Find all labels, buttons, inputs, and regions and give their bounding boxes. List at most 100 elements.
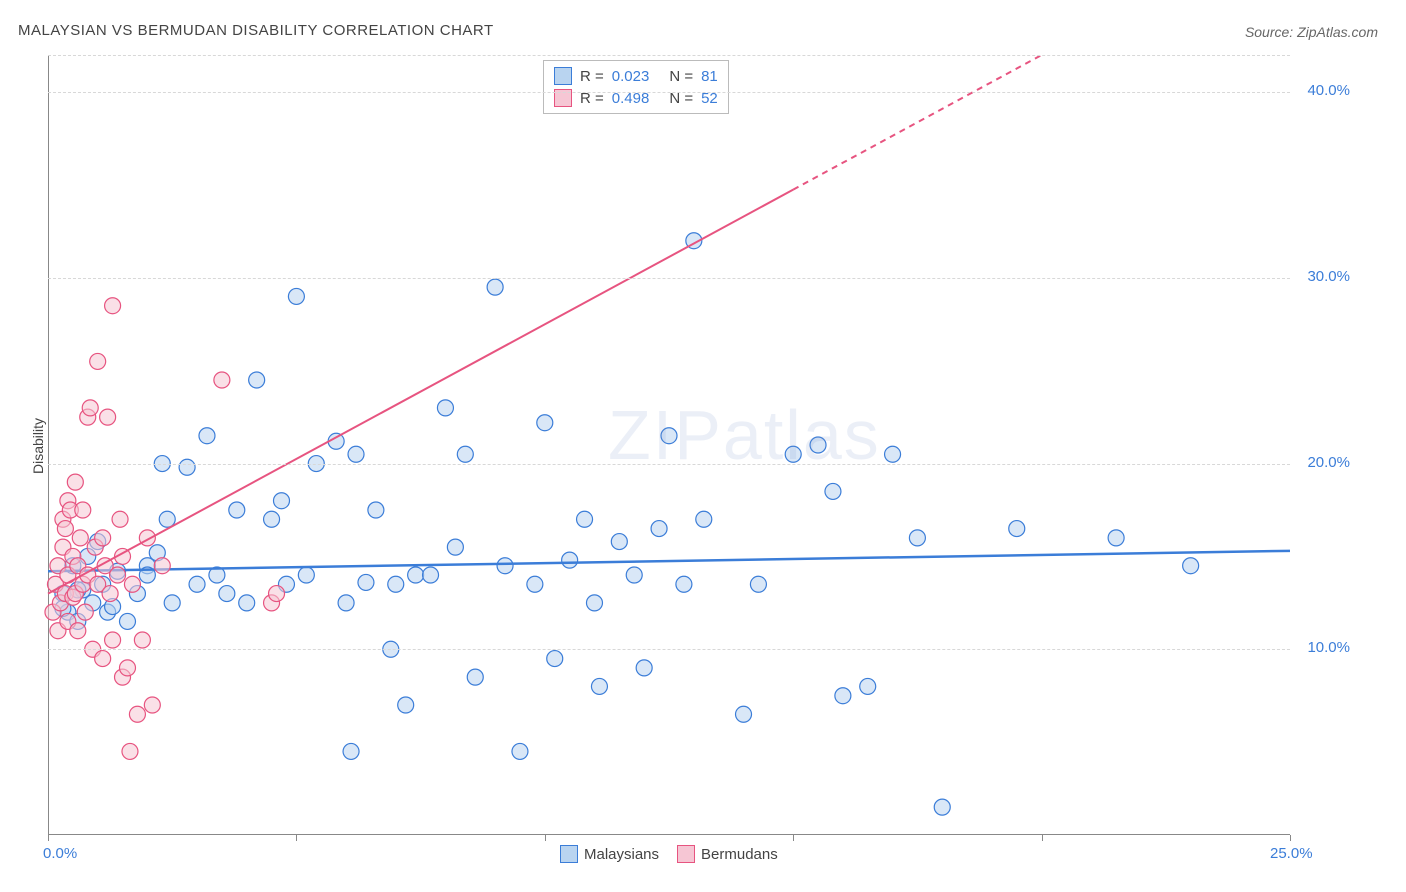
x-tick <box>48 835 49 841</box>
scatter-point <box>229 502 245 518</box>
scatter-point <box>164 595 180 611</box>
trend-line <box>48 190 793 594</box>
plot-area: ZIPatlas R =0.023N =81R =0.498N =52 10.0… <box>48 55 1290 835</box>
scatter-point <box>885 446 901 462</box>
bottom-legend-item: Bermudans <box>677 845 778 863</box>
scatter-point <box>199 428 215 444</box>
trend-line <box>48 551 1290 571</box>
scatter-point <box>57 521 73 537</box>
scatter-point <box>249 372 265 388</box>
scatter-point <box>110 567 126 583</box>
scatter-point <box>1108 530 1124 546</box>
scatter-point <box>105 632 121 648</box>
x-tick <box>1290 835 1291 841</box>
scatter-point <box>179 459 195 475</box>
stats-legend-box: R = 0.023 N = 81 R =0.498N =52 <box>543 60 729 114</box>
scatter-point <box>750 576 766 592</box>
scatter-point <box>785 446 801 462</box>
stats-legend-row: R =0.498N =52 <box>554 87 718 109</box>
scatter-point <box>696 511 712 527</box>
scatter-point <box>909 530 925 546</box>
scatter-point <box>810 437 826 453</box>
scatter-point <box>825 483 841 499</box>
scatter-point <box>398 697 414 713</box>
scatter-point <box>736 706 752 722</box>
x-tick <box>1042 835 1043 841</box>
scatter-point <box>467 669 483 685</box>
y-tick-label: 10.0% <box>1307 639 1350 656</box>
grid-line <box>48 278 1290 279</box>
scatter-point <box>75 502 91 518</box>
chart-container: MALAYSIAN VS BERMUDAN DISABILITY CORRELA… <box>0 0 1406 892</box>
scatter-point <box>626 567 642 583</box>
scatter-point <box>457 446 473 462</box>
scatter-point <box>487 279 503 295</box>
scatter-point <box>611 534 627 550</box>
legend-r-value: 0.023 <box>612 68 650 85</box>
scatter-point <box>100 409 116 425</box>
scatter-point <box>288 288 304 304</box>
legend-n-value: 81 <box>701 68 718 85</box>
trend-line-dashed <box>793 55 1041 190</box>
plot-svg <box>48 55 1290 835</box>
scatter-point <box>577 511 593 527</box>
scatter-point <box>661 428 677 444</box>
source-label: Source: ZipAtlas.com <box>1245 24 1378 40</box>
scatter-point <box>298 567 314 583</box>
scatter-point <box>651 521 667 537</box>
y-tick-label: 20.0% <box>1307 454 1350 471</box>
x-tick <box>545 835 546 841</box>
grid-line <box>48 55 1290 56</box>
scatter-point <box>77 604 93 620</box>
scatter-point <box>547 651 563 667</box>
scatter-point <box>423 567 439 583</box>
legend-swatch <box>560 845 578 863</box>
scatter-point <box>447 539 463 555</box>
grid-line <box>48 92 1290 93</box>
scatter-point <box>264 511 280 527</box>
scatter-point <box>338 595 354 611</box>
scatter-point <box>636 660 652 676</box>
grid-line <box>48 464 1290 465</box>
scatter-point <box>1183 558 1199 574</box>
scatter-point <box>358 574 374 590</box>
y-axis-label: Disability <box>30 418 46 474</box>
grid-line <box>48 649 1290 650</box>
scatter-point <box>586 595 602 611</box>
scatter-point <box>934 799 950 815</box>
scatter-point <box>189 576 205 592</box>
scatter-point <box>214 372 230 388</box>
scatter-point <box>437 400 453 416</box>
scatter-point <box>119 613 135 629</box>
scatter-point <box>67 474 83 490</box>
scatter-point <box>102 586 118 602</box>
legend-r-label: R = <box>580 68 604 85</box>
scatter-point <box>239 595 255 611</box>
scatter-point <box>122 743 138 759</box>
x-tick <box>793 835 794 841</box>
scatter-point <box>70 623 86 639</box>
scatter-point <box>591 678 607 694</box>
legend-swatch <box>554 67 572 85</box>
scatter-point <box>497 558 513 574</box>
scatter-point <box>860 678 876 694</box>
scatter-point <box>154 558 170 574</box>
scatter-point <box>119 660 135 676</box>
scatter-point <box>527 576 543 592</box>
scatter-point <box>219 586 235 602</box>
scatter-point <box>562 552 578 568</box>
bottom-legend-item: Malaysians <box>560 845 659 863</box>
scatter-point <box>343 743 359 759</box>
y-tick-label: 40.0% <box>1307 82 1350 99</box>
scatter-point <box>124 576 140 592</box>
scatter-point <box>348 446 364 462</box>
scatter-point <box>95 530 111 546</box>
scatter-point <box>408 567 424 583</box>
scatter-point <box>368 502 384 518</box>
y-tick-label: 30.0% <box>1307 268 1350 285</box>
legend-n-label: N = <box>669 68 693 85</box>
scatter-point <box>72 530 88 546</box>
scatter-point <box>129 706 145 722</box>
x-tick-label: 0.0% <box>43 845 77 862</box>
scatter-point <box>134 632 150 648</box>
